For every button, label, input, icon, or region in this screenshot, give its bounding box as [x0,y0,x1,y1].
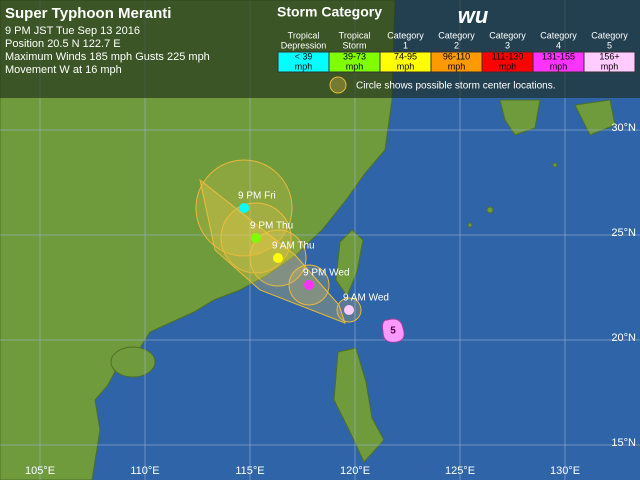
category-range: mph [601,61,619,71]
forecast-label: 9 PM Fri [238,191,276,202]
forecast-point [251,233,261,243]
category-name: Tropical [339,30,371,40]
longitude-label: 115°E [235,465,264,477]
storm-icon: 5 [382,318,405,343]
storm-category: 5 [390,326,396,337]
category-name: Category [387,30,424,40]
forecast-point [304,280,314,290]
category-name: 1 [403,40,408,50]
category-range: 156+ [599,51,619,61]
korea [499,99,541,136]
category-swatch [583,51,636,73]
category-range: < 39 [295,51,313,61]
category-range: mph [550,61,568,71]
track: 9 AM Wed 9 PM Wed 9 AM Thu 9 PM Thu 9 PM Fri [195,159,389,323]
winds: Maximum Winds 185 mph Gusts 225 mph [5,51,210,63]
category-range: 111-130 [492,51,524,61]
time: 9 PM JST Tue Sep 13 2016 [5,25,140,37]
storm-symbol [382,318,405,343]
category-name: Category [591,30,628,40]
storm-info: Super Typhoon Meranti 9 PM JST Tue Sep 1… [5,5,210,76]
forecast-point [273,253,283,263]
latitude-label: 30°N [611,122,636,134]
category-range: 39-73 [343,51,366,61]
island [467,222,473,228]
mainland [0,0,396,480]
island [486,206,494,214]
category-name: Category [489,30,526,40]
category-range: 131-155 [542,51,575,61]
category-range: mph [499,61,517,71]
longitude-label: 105°E [25,465,55,477]
header-band [0,0,640,98]
category-range: 74-95 [394,51,417,61]
latitude-label: 15°N [611,437,636,449]
category-name: Tropical [288,30,320,40]
hainan [110,346,156,378]
kyushu [574,99,616,136]
forecast-label: 9 PM Thu [250,221,293,232]
latitude-label: 25°N [611,227,636,239]
category-name: 3 [505,40,510,50]
longitude-label: 120°E [340,465,370,477]
category-name: 2 [454,40,459,50]
forecast-label: 9 AM Thu [272,241,315,252]
logo: wu [458,3,489,28]
title: Super Typhoon Meranti [5,5,171,22]
forecast-label: 9 AM Wed [343,293,389,304]
category-name: Storm [342,40,366,50]
category-range: mph [346,61,364,71]
category-name: Category [540,30,577,40]
land [0,0,616,480]
category-range: 96-110 [443,51,470,61]
category-name: 4 [556,40,561,50]
legend-note: Circle shows possible storm center locat… [356,81,556,92]
position: Position 20.5 N 122.7 E [5,38,121,50]
category-range: mph [295,61,313,71]
category-name: Depression [281,40,327,50]
category-name: 5 [607,40,612,50]
latitude-label: 20°N [611,332,636,344]
luzon [333,347,385,463]
category-range: mph [397,61,415,71]
legend-title: Storm Category [277,4,382,20]
category-range: mph [448,61,466,71]
forecast-point [239,203,249,213]
legend-circle [329,76,347,94]
forecast-point [344,305,354,315]
longitude-label: 125°E [445,465,475,477]
movement: Movement W at 16 mph [5,64,122,76]
category-name: Category [438,30,475,40]
island [552,162,558,168]
forecast-label: 9 PM Wed [303,268,350,279]
longitude-label: 130°E [550,465,580,477]
taiwan [335,229,364,298]
longitude-label: 110°E [130,465,159,477]
